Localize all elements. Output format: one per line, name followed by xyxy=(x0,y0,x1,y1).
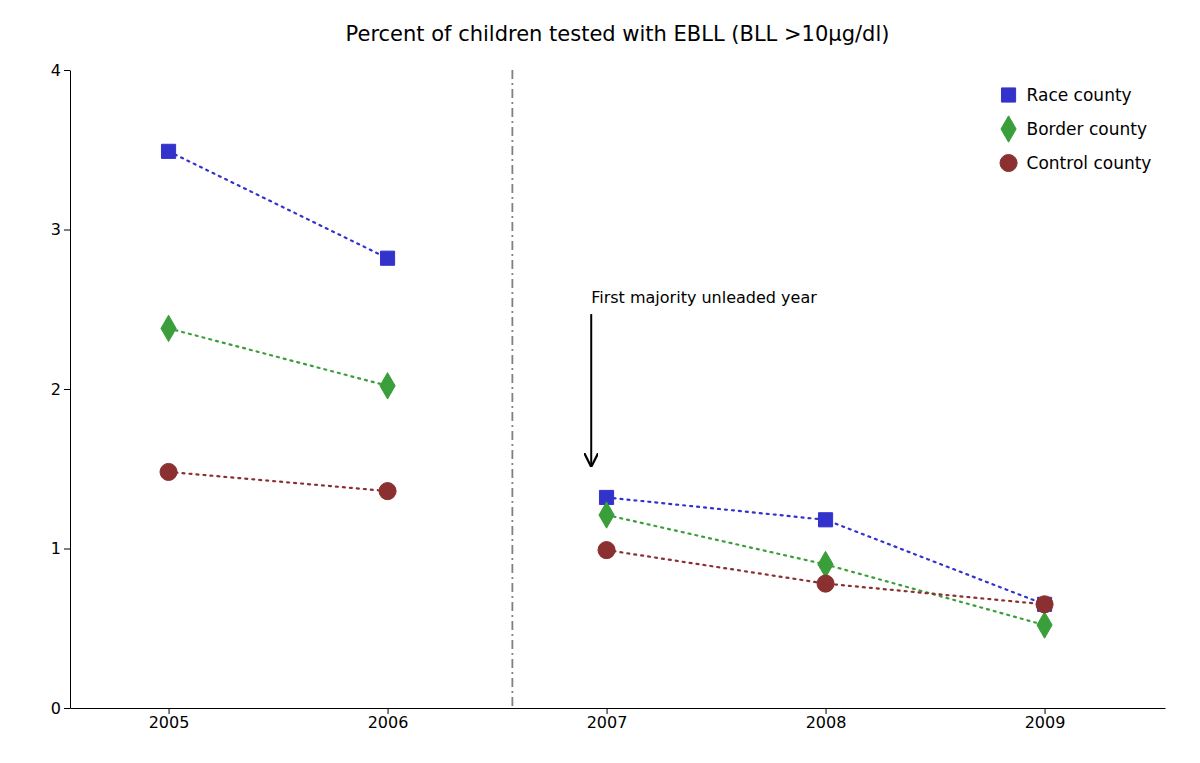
tick-label: 2006 xyxy=(368,713,409,732)
title: Percent of children tested with EBLL (BL… xyxy=(346,22,890,46)
point xyxy=(598,542,615,559)
line xyxy=(169,328,388,385)
point xyxy=(380,251,394,265)
series xyxy=(599,502,1052,638)
marks xyxy=(160,70,1053,708)
tick: 2008 xyxy=(806,708,847,732)
line xyxy=(607,497,1045,604)
legend-item: Race county xyxy=(1001,85,1131,105)
plot: 2005 2006 2007 2008 2009 0 1 2 3 4 First majority … xyxy=(51,61,1166,733)
series xyxy=(161,144,394,265)
point xyxy=(1036,596,1053,613)
annotation: First majority unleaded year xyxy=(591,288,817,466)
point xyxy=(818,551,833,577)
series xyxy=(161,315,395,399)
line xyxy=(607,515,1045,625)
legend-symbol xyxy=(1001,88,1015,102)
point xyxy=(379,483,396,500)
tick-label: 2007 xyxy=(587,713,628,732)
tick-label: 2009 xyxy=(1025,713,1066,732)
tick-mark xyxy=(64,389,70,390)
point xyxy=(818,513,832,527)
line xyxy=(607,550,1045,604)
point xyxy=(161,315,176,341)
axis-line xyxy=(71,708,1166,709)
y-axis: 0 1 2 3 4 xyxy=(51,61,71,718)
tick-label: 2008 xyxy=(806,713,847,732)
line xyxy=(169,151,388,258)
tick-label: 4 xyxy=(51,61,61,80)
point xyxy=(160,463,177,480)
tick: 2 xyxy=(51,380,70,399)
tick-label: 2005 xyxy=(149,713,190,732)
series xyxy=(599,490,1051,611)
chart: 2005 2006 2007 2008 2009 0 1 2 3 4 First majority … xyxy=(0,0,1200,763)
tick: 2005 xyxy=(149,708,190,732)
tick: 2006 xyxy=(368,708,409,732)
tick: 4 xyxy=(51,61,70,80)
legend-symbol xyxy=(1001,116,1016,142)
tick-label: 2 xyxy=(51,380,61,399)
series xyxy=(160,463,396,499)
x-axis: 2005 2006 2007 2008 2009 xyxy=(71,708,1166,732)
tick-mark xyxy=(64,70,70,71)
tick-label: 3 xyxy=(51,220,61,239)
tick: 2007 xyxy=(587,708,628,732)
legend-item: Border county xyxy=(1001,116,1147,142)
tick-label: 1 xyxy=(51,539,61,558)
axis-line xyxy=(70,71,71,709)
legend-symbol xyxy=(1000,154,1017,171)
legend: Race county Border county Control county xyxy=(1000,85,1151,173)
point xyxy=(161,144,175,158)
point xyxy=(380,373,395,399)
legend-label: Border county xyxy=(1027,119,1147,139)
tick: 1 xyxy=(51,539,70,558)
legend-item: Control county xyxy=(1000,153,1151,173)
tick-mark xyxy=(64,708,70,709)
point xyxy=(817,575,834,592)
tick-mark xyxy=(64,549,70,550)
point xyxy=(1037,612,1052,638)
line xyxy=(169,472,388,491)
tick: 3 xyxy=(51,220,70,239)
annotation-text: First majority unleaded year xyxy=(591,288,817,307)
point xyxy=(599,502,614,528)
tick-label: 0 xyxy=(51,699,61,718)
reference-line xyxy=(511,70,513,708)
tick-mark xyxy=(64,230,70,231)
annotation-arrow xyxy=(590,314,592,465)
series xyxy=(598,542,1053,613)
legend-label: Control county xyxy=(1027,153,1152,173)
legend-label: Race county xyxy=(1027,85,1132,105)
tick: 0 xyxy=(51,699,70,718)
tick: 2009 xyxy=(1025,708,1066,732)
